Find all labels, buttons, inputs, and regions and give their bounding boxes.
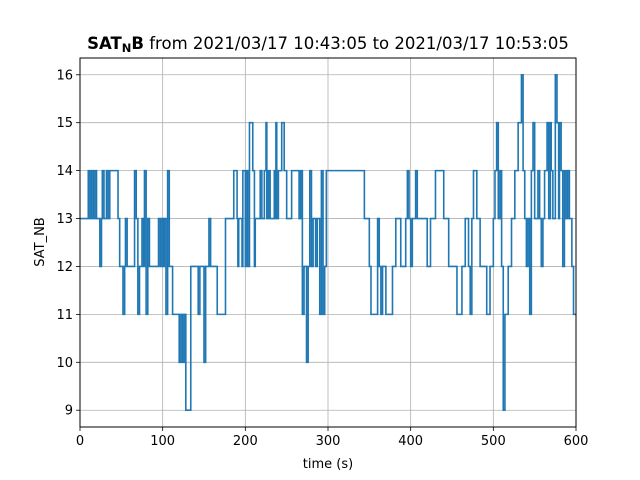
x-axis-ticks: 0 100 200 300 400 500 600 (76, 427, 589, 449)
x-tick-label: 600 (564, 434, 589, 449)
x-tick-label: 0 (76, 434, 84, 449)
y-axis-label: SAT_NB (33, 217, 48, 266)
chart-title: SATNB from 2021/03/17 10:43:05 to 2021/0… (87, 34, 569, 55)
y-tick-label: 12 (56, 260, 73, 275)
series-line-sat-nb (80, 73, 576, 412)
y-tick-label: 15 (56, 116, 73, 131)
y-tick-label: 9 (65, 404, 73, 419)
y-axis-ticks: 9 10 11 12 13 14 15 16 (56, 68, 80, 419)
title-bold-main: SAT (87, 34, 122, 53)
title-bold-subscript: N (122, 41, 132, 55)
x-tick-label: 400 (398, 434, 423, 449)
y-tick-label: 14 (56, 164, 73, 179)
y-tick-label: 11 (56, 308, 73, 323)
y-tick-label: 16 (56, 68, 73, 83)
title-bold-tail: B (131, 34, 144, 53)
title-rest: from 2021/03/17 10:43:05 to 2021/03/17 1… (144, 34, 569, 53)
y-tick-label: 13 (56, 212, 73, 227)
x-tick-label: 300 (316, 434, 341, 449)
x-tick-label: 100 (150, 434, 175, 449)
x-tick-label: 200 (233, 434, 258, 449)
y-tick-label: 10 (56, 356, 73, 371)
x-tick-label: 500 (481, 434, 506, 449)
x-axis-label: time (s) (303, 457, 353, 472)
